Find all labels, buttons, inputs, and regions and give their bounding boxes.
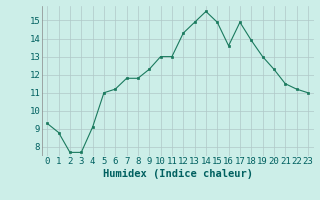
X-axis label: Humidex (Indice chaleur): Humidex (Indice chaleur) <box>103 169 252 179</box>
